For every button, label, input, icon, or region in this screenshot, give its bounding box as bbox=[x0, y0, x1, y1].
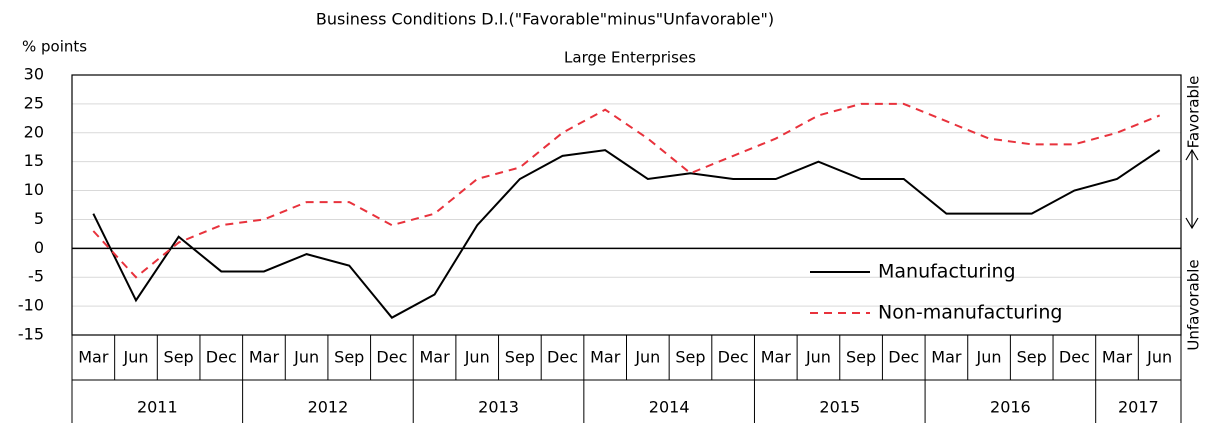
x-tick-label: Jun bbox=[976, 348, 1002, 367]
favorable-label: Favorable bbox=[1185, 76, 1203, 149]
y-tick-label: 15 bbox=[24, 151, 44, 170]
legend-label: Manufacturing bbox=[878, 261, 1016, 283]
x-tick-label: Sep bbox=[846, 348, 876, 367]
x-tick-label: Sep bbox=[675, 348, 705, 367]
series-line bbox=[92, 149, 1161, 319]
year-label: 2013 bbox=[478, 398, 519, 417]
y-tick-label: 10 bbox=[24, 180, 44, 199]
unfavorable-label: Unfavorable bbox=[1185, 259, 1203, 350]
x-tick-label: Jun bbox=[293, 348, 319, 367]
year-label: 2015 bbox=[819, 398, 860, 417]
x-tick-label: Dec bbox=[1059, 348, 1090, 367]
x-tick-label: Dec bbox=[206, 348, 237, 367]
y-tick-label: -15 bbox=[18, 325, 44, 344]
chart-title: Business Conditions D.I.("Favorable"minu… bbox=[316, 10, 774, 29]
x-tick-label: Dec bbox=[718, 348, 749, 367]
x-tick-label: Mar bbox=[419, 348, 450, 367]
y-tick-label: 5 bbox=[34, 209, 44, 228]
year-label: 2011 bbox=[137, 398, 178, 417]
series-line bbox=[92, 102, 1161, 279]
x-tick-label: Sep bbox=[164, 348, 194, 367]
x-tick-label: Mar bbox=[1102, 348, 1133, 367]
plot-frame bbox=[71, 74, 1182, 336]
year-label: 2012 bbox=[308, 398, 349, 417]
chart-subtitle: Large Enterprises bbox=[564, 49, 696, 67]
x-tick-label: Jun bbox=[1146, 348, 1172, 367]
x-tick-label: Dec bbox=[888, 348, 919, 367]
y-tick-label: 20 bbox=[24, 122, 44, 141]
y-tick-label: -5 bbox=[28, 267, 44, 286]
y-tick-label: 30 bbox=[24, 65, 44, 84]
year-label: 2016 bbox=[990, 398, 1031, 417]
year-label: 2014 bbox=[649, 398, 690, 417]
y-axis-label: % points bbox=[22, 38, 87, 56]
y-tick-label: -10 bbox=[18, 296, 44, 315]
x-tick-label: Mar bbox=[931, 348, 962, 367]
x-tick-label: Sep bbox=[1017, 348, 1047, 367]
x-tick-label: Jun bbox=[634, 348, 660, 367]
x-tick-label: Sep bbox=[334, 348, 364, 367]
x-tick-label: Jun bbox=[805, 348, 831, 367]
x-tick-label: Jun bbox=[464, 348, 490, 367]
legend-label: Non-manufacturing bbox=[878, 302, 1062, 324]
x-tick-label: Mar bbox=[590, 348, 621, 367]
x-tick-label: Sep bbox=[505, 348, 535, 367]
y-tick-label: 0 bbox=[34, 238, 44, 257]
x-tick-label: Jun bbox=[122, 348, 148, 367]
x-tick-label: Mar bbox=[761, 348, 792, 367]
y-tick-label: 25 bbox=[24, 93, 44, 112]
x-tick-label: Dec bbox=[547, 348, 578, 367]
x-tick-label: Mar bbox=[249, 348, 280, 367]
direction-arrow bbox=[1185, 148, 1199, 230]
x-tick-label: Mar bbox=[78, 348, 109, 367]
year-label: 2017 bbox=[1118, 398, 1159, 417]
x-tick-label: Dec bbox=[376, 348, 407, 367]
